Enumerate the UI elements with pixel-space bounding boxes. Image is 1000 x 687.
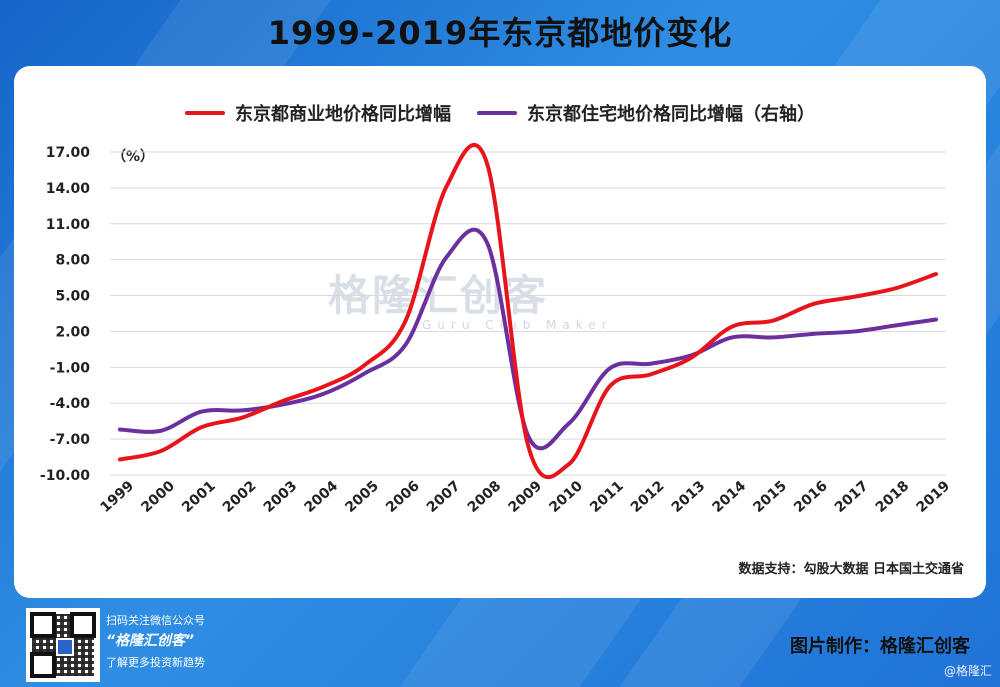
x-tick-label-2012: 2012	[628, 478, 668, 516]
y-tick-label-9: -10.00	[40, 468, 90, 484]
legend-label-residential: 东京都住宅地价格同比增幅（右轴）	[527, 104, 815, 125]
y-axis-unit: （%）	[112, 149, 155, 165]
qr-logo-icon	[56, 638, 74, 656]
legend-swatch-residential	[477, 111, 517, 115]
x-tick-label-2011: 2011	[587, 478, 627, 516]
y-tick-label-3: 8.00	[55, 253, 90, 269]
x-tick-label-2019: 2019	[913, 478, 953, 516]
page-title: 1999-2019年东京都地价变化	[267, 14, 733, 52]
qr-code	[26, 608, 100, 682]
footer-brand: “格隆汇创客”	[106, 633, 195, 649]
y-tick-label-0: 17.00	[46, 145, 91, 161]
x-tick-label-2007: 2007	[424, 478, 464, 516]
commercial-series-line	[118, 143, 938, 480]
x-tick-label-2015: 2015	[750, 478, 790, 516]
footer-tagline: 了解更多投资新趋势	[106, 656, 205, 669]
y-tick-label-2: 11.00	[46, 217, 91, 233]
watermark-subtitle: Guru Club Maker	[422, 318, 613, 332]
x-tick-label-2008: 2008	[465, 478, 505, 516]
legend-label-commercial: 东京都商业地价格同比增幅	[235, 104, 451, 125]
y-tick-label-7: -4.00	[50, 396, 91, 412]
y-tick-label-5: 2.00	[55, 324, 90, 340]
x-tick-label-2017: 2017	[832, 478, 872, 516]
x-tick-label-2016: 2016	[791, 478, 831, 516]
data-source: 数据支持：勾股大数据 日本国土交通省	[738, 562, 964, 577]
maker-credit: 图片制作：格隆汇创客	[790, 636, 970, 657]
x-tick-label-2010: 2010	[546, 478, 586, 516]
legend-swatch-commercial	[185, 111, 225, 115]
x-tick-label-2002: 2002	[220, 478, 260, 516]
x-tick-label-1999: 1999	[97, 478, 137, 516]
x-tick-label-2006: 2006	[383, 478, 423, 516]
x-tick-label-2001: 2001	[179, 478, 219, 516]
footer-follow-text: 扫码关注微信公众号	[106, 614, 205, 627]
y-tick-label-1: 14.00	[46, 181, 91, 197]
x-tick-label-2014: 2014	[709, 478, 749, 516]
x-tick-label-2000: 2000	[138, 478, 178, 516]
x-tick-label-2018: 2018	[873, 478, 913, 516]
x-tick-label-2005: 2005	[342, 478, 382, 516]
x-tick-label-2013: 2013	[669, 478, 709, 516]
y-tick-label-4: 5.00	[55, 289, 90, 305]
y-tick-label-6: -1.00	[50, 360, 91, 376]
y-tick-label-8: -7.00	[50, 432, 91, 448]
x-tick-label-2003: 2003	[261, 478, 301, 516]
chart-legend: 东京都商业地价格同比增幅 东京都住宅地价格同比增幅（右轴）	[0, 100, 1000, 126]
platform-credit: @格隆汇	[943, 664, 992, 678]
x-tick-label-2009: 2009	[505, 478, 545, 516]
legend-item-residential: 东京都住宅地价格同比增幅（右轴）	[477, 100, 815, 126]
legend-item-commercial: 东京都商业地价格同比增幅	[185, 100, 451, 126]
x-tick-label-2004: 2004	[301, 478, 341, 516]
